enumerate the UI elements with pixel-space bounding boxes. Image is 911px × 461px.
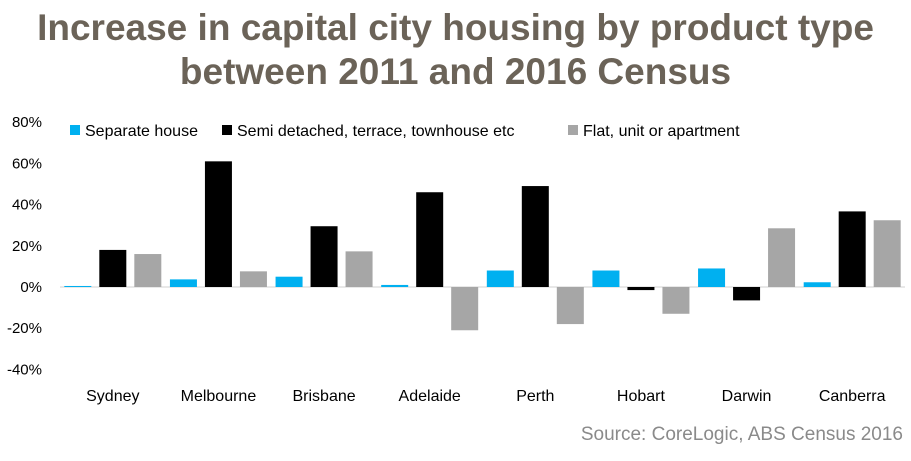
category-label: Darwin (722, 388, 772, 405)
bar-melbourne-3 (239, 271, 267, 287)
bar-sydney-1 (64, 285, 92, 287)
bar-perth-3 (556, 287, 584, 325)
category-label: Sydney (86, 388, 139, 405)
category-label: Perth (516, 388, 554, 405)
y-tick-label: 0% (20, 279, 42, 296)
bar-adelaide-2 (416, 192, 444, 287)
bar-canberra-1 (803, 282, 831, 287)
category-label: Melbourne (181, 388, 257, 405)
bar-adelaide-3 (451, 287, 479, 331)
bar-adelaide-1 (381, 284, 409, 287)
bar-hobart-2 (627, 287, 655, 291)
bar-melbourne-2 (204, 161, 232, 287)
bar-sydney-2 (99, 249, 127, 287)
bar-melbourne-1 (169, 279, 197, 287)
y-tick-label: 60% (12, 155, 42, 172)
category-label: Hobart (617, 388, 666, 405)
bar-darwin-2 (733, 287, 761, 301)
legend-swatch (70, 125, 80, 135)
bar-brisbane-2 (310, 226, 338, 287)
legend-label: Flat, unit or apartment (583, 123, 740, 140)
bar-brisbane-3 (345, 251, 373, 287)
legend-swatch (222, 125, 232, 135)
bar-hobart-1 (592, 270, 620, 287)
bar-hobart-3 (662, 287, 690, 314)
category-label: Canberra (819, 388, 886, 405)
bar-darwin-1 (698, 268, 726, 287)
bar-perth-2 (521, 186, 549, 287)
chart-title: Increase in capital city housing by prod… (37, 7, 874, 92)
legend-label: Separate house (85, 123, 198, 140)
legend-swatch (568, 125, 578, 135)
bar-canberra-2 (838, 211, 866, 287)
legend-label: Semi detached, terrace, townhouse etc (237, 123, 515, 140)
y-tick-label: -20% (7, 320, 42, 337)
y-tick-label: 40% (12, 197, 42, 214)
bar-perth-1 (486, 270, 514, 287)
y-tick-label: -40% (7, 361, 42, 378)
y-tick-label: 20% (12, 238, 42, 255)
category-label: Brisbane (292, 388, 355, 405)
bar-brisbane-1 (275, 276, 303, 287)
bar-darwin-3 (768, 228, 796, 287)
source-note: Source: CoreLogic, ABS Census 2016 (580, 424, 903, 445)
bar-sydney-3 (134, 254, 162, 287)
category-label: Adelaide (399, 388, 461, 405)
y-tick-label: 80% (12, 114, 42, 131)
bar-canberra-3 (873, 220, 901, 287)
